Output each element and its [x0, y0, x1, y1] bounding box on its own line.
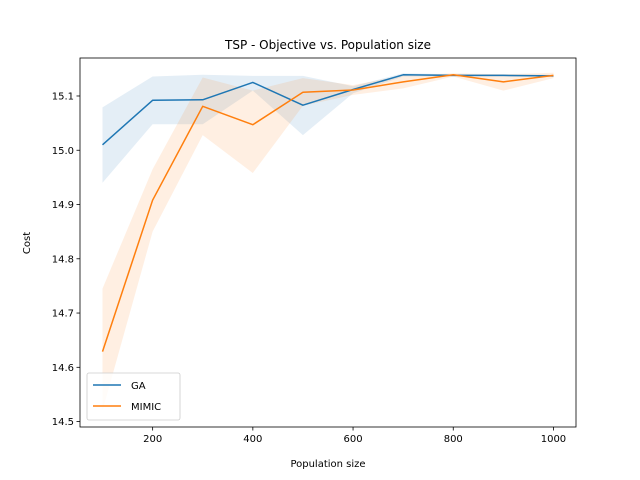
series-lines — [101, 74, 554, 352]
y-axis-ticks: 14.5 14.6 14.7 14.8 14.9 15.0 15.1 — [52, 91, 80, 428]
legend: GA MIMIC — [86, 372, 181, 421]
x-tick-label: 400 — [243, 434, 262, 445]
x-tick-label: 1000 — [541, 434, 566, 445]
x-axis-label: Population size — [290, 459, 365, 470]
x-tick-label: 600 — [344, 434, 363, 445]
y-tick-label: 14.9 — [52, 200, 74, 211]
band-ga — [102, 73, 554, 183]
y-tick-label: 14.5 — [52, 417, 74, 428]
y-tick-label: 15.0 — [52, 146, 74, 157]
chart-title: TSP - Objective vs. Population size — [224, 38, 431, 52]
confidence-bands — [102, 72, 554, 411]
x-tick-label: 200 — [143, 434, 162, 445]
line-mimic — [101, 74, 554, 352]
x-tick-label: 800 — [444, 434, 463, 445]
plot-frame — [79, 57, 577, 428]
x-axis-ticks: 200 400 600 800 1000 — [143, 427, 566, 445]
y-axis-label: Cost — [22, 232, 33, 254]
legend-label-mimic: MIMIC — [131, 402, 161, 413]
y-tick-label: 14.7 — [52, 309, 74, 320]
y-tick-label: 15.1 — [52, 91, 74, 102]
y-tick-label: 14.8 — [52, 254, 74, 265]
line-ga — [102, 74, 554, 146]
legend-label-ga: GA — [131, 381, 146, 392]
y-tick-label: 14.6 — [52, 363, 74, 374]
